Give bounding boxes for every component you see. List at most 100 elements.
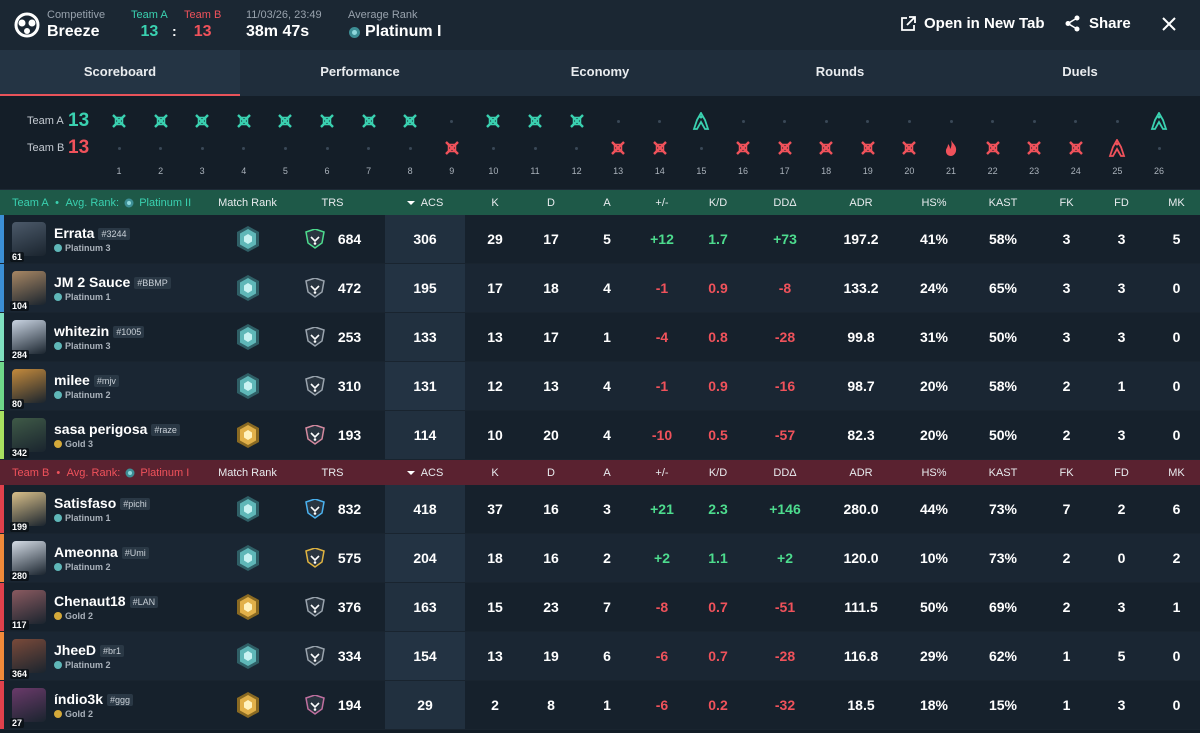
acs-value: 163 [385, 583, 465, 631]
player-row[interactable]: 199 Satisfaso #pichi Platinum 1 832 418 37 16 3 +… [0, 485, 1200, 534]
round-number[interactable]: 14 [654, 166, 665, 176]
column-header-dd-delta[interactable]: DDΔ [749, 197, 821, 209]
column-header-kd[interactable]: K/D [687, 197, 749, 209]
player-row[interactable]: 61 Errata #3244 Platinum 3 684 306 29 17 5 +12 1.7… [0, 215, 1200, 264]
column-header-mk[interactable]: MK [1149, 467, 1200, 479]
player-row[interactable]: 117 Chenaut18 #LAN Gold 2 376 163 15 23 7 -8 0.7 -5… [0, 583, 1200, 632]
round-number[interactable]: 2 [158, 166, 164, 176]
player-rank: Platinum 3 [54, 243, 130, 253]
column-header-fk[interactable]: FK [1039, 467, 1094, 479]
player-row[interactable]: 104 JM 2 Sauce #BBMP Platinum 1 472 195 17 18 4 -… [0, 264, 1200, 313]
round-number[interactable]: 15 [696, 166, 707, 176]
column-header-fd[interactable]: FD [1094, 467, 1149, 479]
kast-value: 73% [988, 550, 1018, 566]
round-number[interactable]: 10 [488, 166, 499, 176]
player-cell[interactable]: 61 Errata #3244 Platinum 3 [0, 222, 215, 262]
column-header-acs[interactable]: ACS [385, 467, 465, 479]
column-header-k[interactable]: K [465, 467, 525, 479]
round-number[interactable]: 20 [904, 166, 915, 176]
column-header-kast[interactable]: KAST [967, 197, 1039, 209]
round-number[interactable]: 11 [530, 166, 540, 176]
column-header-mk[interactable]: MK [1149, 197, 1200, 209]
round-number[interactable]: 23 [1029, 166, 1040, 176]
round-number[interactable]: 6 [324, 166, 330, 176]
share-button[interactable]: Share [1064, 15, 1131, 32]
tab-rounds[interactable]: Rounds [815, 64, 865, 79]
round-number[interactable]: 16 [737, 166, 748, 176]
player-row[interactable]: 342 sasa perigosa #raze Gold 3 193 114 10 20 4 -1… [0, 411, 1200, 460]
round-number[interactable]: 21 [945, 166, 956, 176]
column-header-adr[interactable]: ADR [821, 197, 901, 209]
tab-performance[interactable]: Performance [320, 64, 400, 79]
round-number[interactable]: 12 [571, 166, 582, 176]
close-icon[interactable] [1160, 15, 1178, 33]
column-header-k[interactable]: K [465, 197, 525, 209]
round-number[interactable]: 22 [987, 166, 998, 176]
player-cell[interactable]: 342 sasa perigosa #raze Gold 3 [0, 418, 215, 458]
column-header-fk[interactable]: FK [1039, 197, 1094, 209]
column-header-kd[interactable]: K/D [687, 467, 749, 479]
round-16-empty-marker [741, 120, 745, 123]
tab-economy[interactable]: Economy [570, 64, 630, 79]
player-row[interactable]: 80 milee #mjv Platinum 2 310 131 12 13 4 -1 0.9 -16… [0, 362, 1200, 411]
player-row[interactable]: 27 índio3k #ggg Gold 2 194 29 2 8 1 -6 0.2 -32 18.5 1… [0, 681, 1200, 730]
player-cell[interactable]: 117 Chenaut18 #LAN Gold 2 [0, 590, 215, 630]
column-header-acs[interactable]: ACS [385, 197, 465, 209]
player-row[interactable]: 280 Ameonna #Umi Platinum 2 575 204 18 16 2 +2 1.1… [0, 534, 1200, 583]
round-7-empty-marker [367, 147, 371, 150]
round-number[interactable]: 3 [199, 166, 205, 176]
round-number[interactable]: 5 [282, 166, 288, 176]
multi-kills-value: 0 [1172, 427, 1181, 443]
round-number[interactable]: 24 [1070, 166, 1081, 176]
column-header-hs[interactable]: HS% [901, 197, 967, 209]
player-tag: #LAN [129, 596, 159, 609]
column-header-a[interactable]: A [577, 467, 637, 479]
round-number[interactable]: 26 [1153, 166, 1164, 176]
open-new-tab-button[interactable]: Open in New Tab [900, 15, 1045, 32]
player-cell[interactable]: 364 JheeD #br1 Platinum 2 [0, 639, 215, 679]
column-header-adr[interactable]: ADR [821, 467, 901, 479]
round-number[interactable]: 7 [366, 166, 372, 176]
round-number[interactable]: 25 [1112, 166, 1123, 176]
player-cell[interactable]: 104 JM 2 Sauce #BBMP Platinum 1 [0, 271, 215, 311]
column-header-plus-minus[interactable]: +/- [637, 467, 687, 479]
round-number[interactable]: 17 [779, 166, 790, 176]
player-cell[interactable]: 27 índio3k #ggg Gold 2 [0, 688, 215, 728]
round-number[interactable]: 1 [116, 166, 122, 176]
round-number[interactable]: 9 [449, 166, 455, 176]
player-row[interactable]: 364 JheeD #br1 Platinum 2 334 154 13 19 6 -6 0.7 -2… [0, 632, 1200, 681]
round-number[interactable]: 13 [613, 166, 624, 176]
column-header-fd[interactable]: FD [1094, 197, 1149, 209]
adr-value: 82.3 [847, 427, 875, 443]
column-header-hs[interactable]: HS% [901, 467, 967, 479]
multi-kills-value: 0 [1172, 378, 1181, 394]
kast-value: 58% [988, 231, 1018, 247]
player-cell[interactable]: 284 whitezin #1005 Platinum 3 [0, 320, 215, 360]
player-name-line: JheeD #br1 [54, 642, 125, 658]
column-header-plus-minus[interactable]: +/- [637, 197, 687, 209]
agent-avatar: 80 [10, 369, 46, 409]
column-header-trs[interactable]: TRS [280, 467, 385, 479]
column-header-trs[interactable]: TRS [280, 197, 385, 209]
account-level: 27 [10, 718, 25, 728]
team-a-score: 13 [140, 23, 159, 40]
tab-scoreboard[interactable]: Scoreboard [0, 50, 240, 96]
round-number[interactable]: 8 [407, 166, 413, 176]
column-header-label: ADR [849, 466, 873, 479]
player-cell[interactable]: 80 milee #mjv Platinum 2 [0, 369, 215, 409]
column-header-a[interactable]: A [577, 197, 637, 209]
round-number[interactable]: 19 [862, 166, 873, 176]
round-number[interactable]: 4 [241, 166, 247, 176]
round-number[interactable]: 18 [821, 166, 832, 176]
column-header-dd-delta[interactable]: DDΔ [749, 467, 821, 479]
tab-duels[interactable]: Duels [1062, 64, 1098, 79]
column-header-d[interactable]: D [525, 197, 577, 209]
player-cell[interactable]: 280 Ameonna #Umi Platinum 2 [0, 541, 215, 581]
column-header-match-rank[interactable]: Match Rank [215, 467, 280, 479]
plus-minus-value: +21 [650, 501, 674, 517]
player-row[interactable]: 284 whitezin #1005 Platinum 3 253 133 13 17 1 -4 0… [0, 313, 1200, 362]
player-cell[interactable]: 199 Satisfaso #pichi Platinum 1 [0, 492, 215, 532]
column-header-kast[interactable]: KAST [967, 467, 1039, 479]
column-header-match-rank[interactable]: Match Rank [215, 197, 280, 209]
column-header-d[interactable]: D [525, 467, 577, 479]
